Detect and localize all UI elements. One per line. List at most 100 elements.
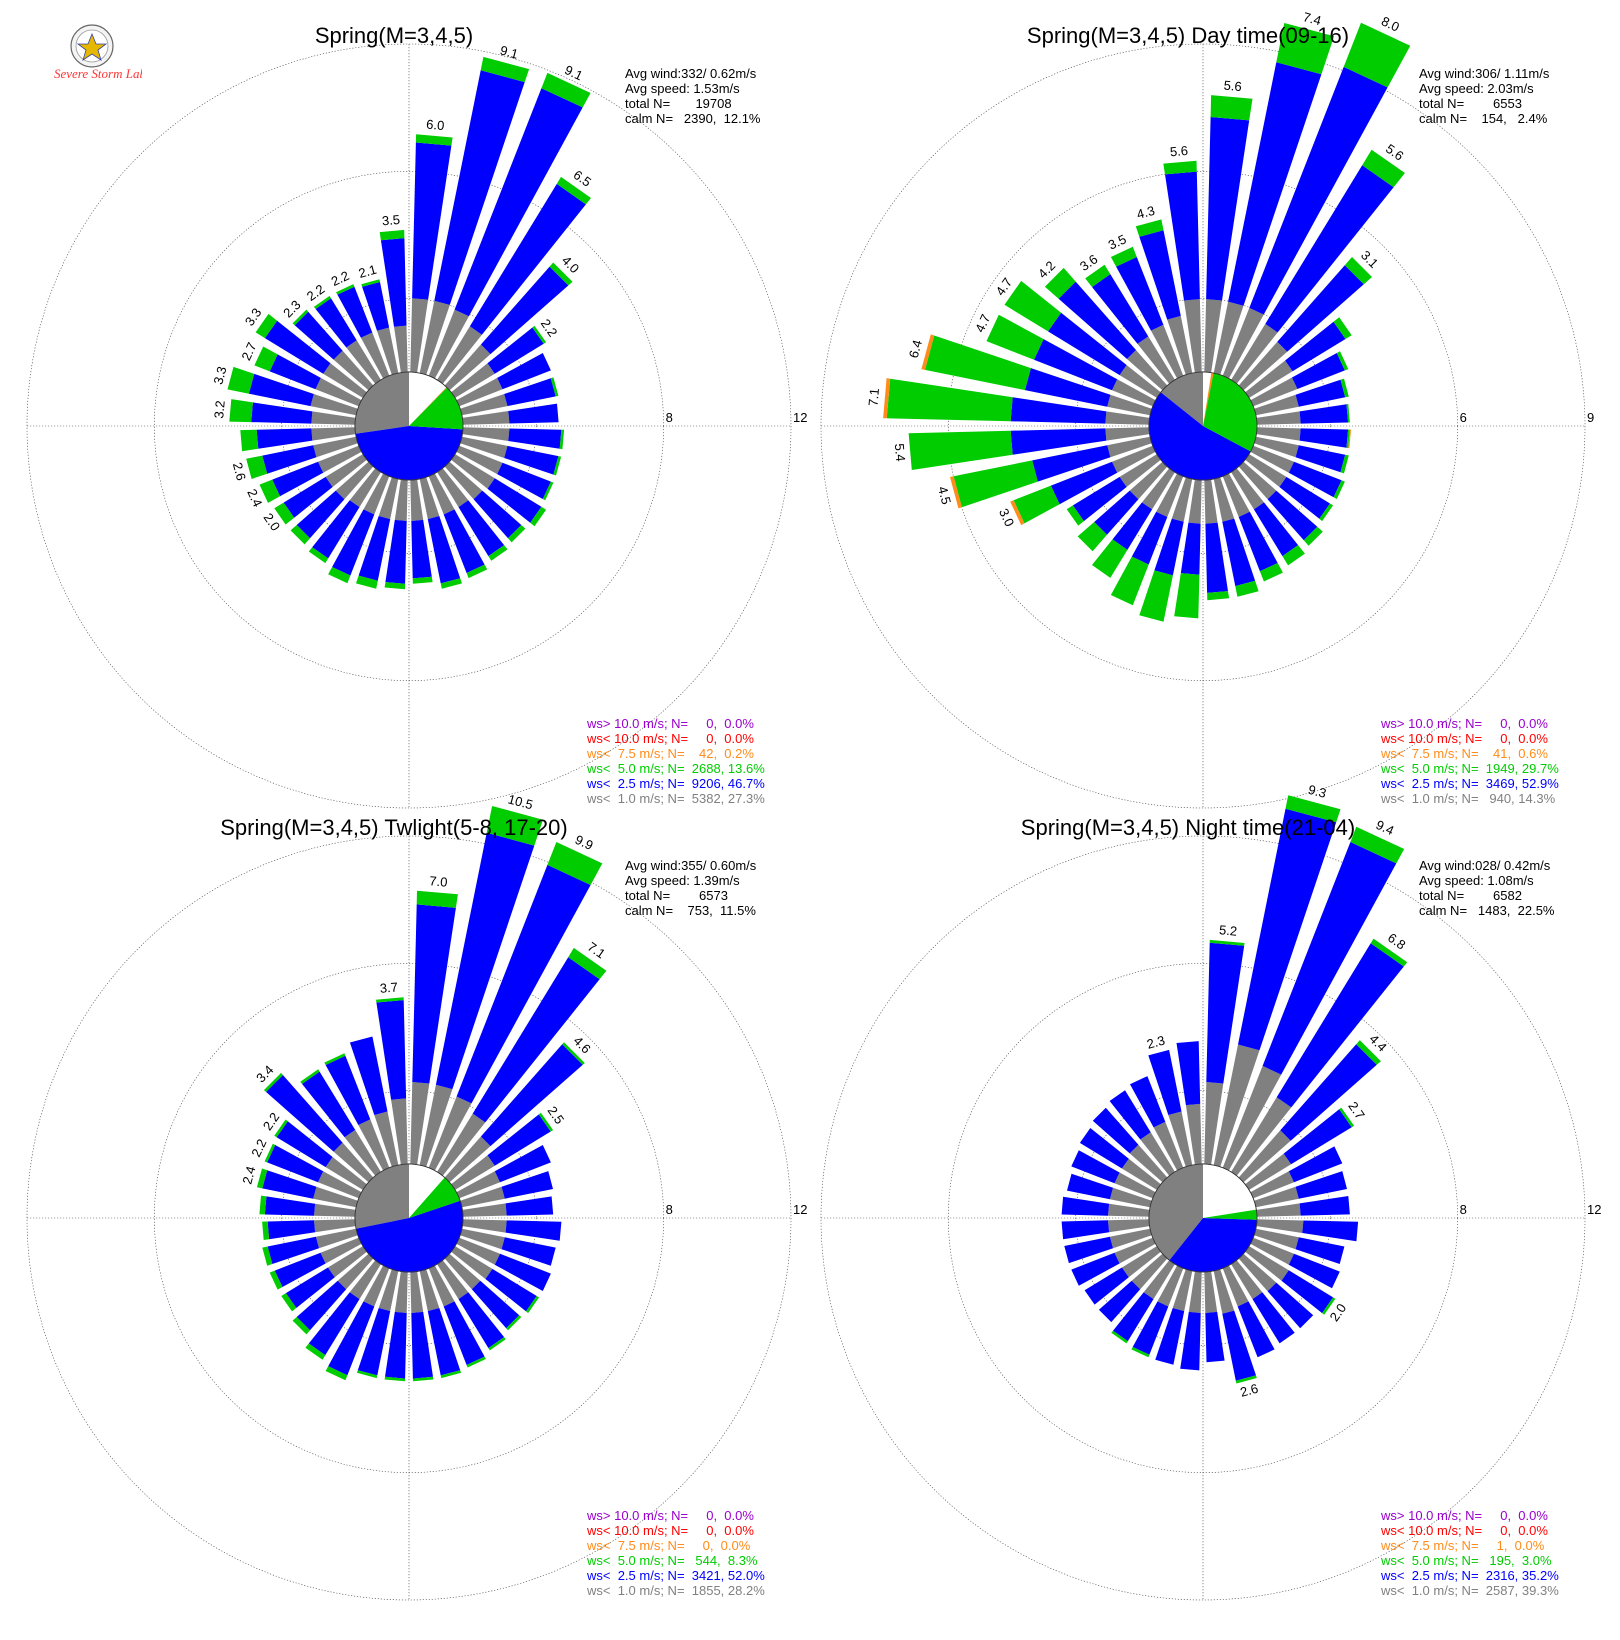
bar-segment	[428, 1265, 455, 1307]
bar-segment	[1252, 1292, 1295, 1344]
bar-segment	[1077, 522, 1107, 552]
bar-segment	[1238, 511, 1278, 572]
bar-segment	[380, 238, 407, 327]
bar-segment	[333, 1142, 374, 1183]
bar-segment	[1204, 1271, 1218, 1313]
bar-segment	[456, 445, 503, 475]
bar-segment	[325, 1366, 348, 1381]
ring-tick-label: 12	[793, 410, 807, 425]
bar-segment	[1188, 479, 1202, 524]
stats-line: Avg wind:028/ 0.42m/s	[1419, 858, 1551, 873]
bar-segment	[1254, 436, 1299, 458]
bar-segment	[466, 1356, 486, 1368]
bar-segment	[1140, 1132, 1175, 1176]
bar-segment	[336, 284, 355, 295]
ring-tick-label: 9	[1587, 410, 1594, 425]
bar-segment	[1157, 1265, 1184, 1307]
bar-segment	[349, 468, 381, 508]
bar-segment	[505, 1220, 562, 1241]
bar-segment	[264, 1143, 276, 1163]
bar-segment	[311, 427, 356, 441]
bar-segment	[462, 427, 510, 441]
bar-segment	[1295, 379, 1346, 407]
bar-segment	[480, 56, 530, 83]
calm-circle-outline	[354, 371, 464, 481]
wind-rose-panel-2: 3695.67.48.05.63.13.04.55.47.16.44.74.74…	[820, 9, 1594, 809]
bar-segment	[310, 394, 358, 416]
bar-segment	[1231, 468, 1264, 510]
ring-tick-label: 12	[793, 1202, 807, 1217]
bar-segment	[458, 1292, 505, 1349]
stats-line: calm N= 1483, 22.5%	[1419, 903, 1555, 918]
bar-segment	[466, 564, 488, 579]
calm-pie-slice	[1148, 392, 1251, 481]
bar-segment	[1213, 1269, 1235, 1314]
bar-segment	[259, 479, 280, 503]
bar-segment	[315, 377, 362, 407]
bar-segment	[1034, 339, 1118, 391]
bar-segment	[1277, 265, 1364, 352]
bar-segment	[1184, 299, 1202, 373]
bar-segment	[1213, 477, 1235, 522]
bar-segment	[469, 183, 586, 335]
bar-segment	[1213, 1044, 1260, 1167]
bar-segment	[1167, 315, 1193, 375]
bar-segment	[416, 890, 458, 908]
bar-segment	[1119, 365, 1161, 398]
bar-segment	[1206, 117, 1250, 301]
bar-segment	[356, 575, 378, 589]
bar-segment	[1245, 360, 1293, 398]
bar-segment	[272, 461, 324, 497]
bar-segment	[274, 1119, 288, 1138]
bar-segment	[269, 1270, 283, 1290]
bar-segment	[264, 320, 331, 374]
bar-segment	[262, 1170, 317, 1199]
bar-segment	[1346, 404, 1350, 423]
bar-segment	[296, 490, 345, 539]
bar-segment	[556, 176, 591, 205]
bar-segment	[292, 309, 309, 326]
legend-entry: ws> 10.0 m/s; N= 0, 0.0%	[586, 1508, 754, 1523]
calm-pie-slice	[355, 426, 463, 480]
legend-entry: ws< 2.5 m/s; N= 9206, 46.7%	[586, 776, 765, 791]
calm-pie-slice	[409, 387, 464, 430]
bar-segment	[308, 1292, 360, 1356]
bar-segment	[308, 547, 329, 564]
bar-segment	[313, 295, 331, 309]
bar-segment	[434, 70, 525, 305]
legend-entry: ws< 2.5 m/s; N= 2316, 35.2%	[1380, 1568, 1559, 1583]
bar-value-label: 10.5	[506, 791, 534, 812]
bar-segment	[494, 1145, 551, 1183]
bar-segment	[1299, 404, 1349, 424]
bar-segment	[1132, 1301, 1169, 1355]
bar-segment	[1114, 1237, 1156, 1264]
bar-segment	[542, 481, 554, 501]
bar-segment	[886, 378, 1013, 422]
bar-segment	[394, 479, 408, 521]
bar-segment	[530, 506, 547, 527]
bar-segment	[1295, 1237, 1345, 1264]
bar-segment	[1142, 468, 1175, 510]
stats-line: Avg speed: 1.08m/s	[1419, 873, 1534, 888]
bar-segment	[1346, 429, 1350, 448]
panel-title: Spring(M=3,4,5) Twlight(5-8, 17-20)	[220, 815, 567, 840]
bar-segment	[1105, 411, 1150, 425]
bar-segment	[1151, 324, 1184, 379]
bar-segment	[1188, 1271, 1202, 1313]
bar-segment	[251, 402, 313, 424]
bar-segment	[412, 142, 452, 300]
stats-line: calm N= 753, 11.5%	[625, 903, 756, 918]
bar-value-label: 4.7	[972, 312, 993, 335]
bar-segment	[328, 1301, 375, 1376]
bar-segment	[497, 353, 551, 390]
ring-tick-label: 8	[666, 410, 673, 425]
stats-line: calm N= 2390, 12.1%	[625, 111, 761, 126]
bar-segment	[254, 346, 278, 372]
bar-segment	[1222, 1310, 1256, 1381]
bar-segment	[349, 1036, 388, 1115]
bar-segment	[412, 576, 433, 584]
bar-segment	[1256, 1219, 1304, 1233]
bar-segment	[1362, 149, 1405, 188]
bar-segment	[1231, 1097, 1292, 1176]
bar-segment	[456, 1171, 500, 1199]
